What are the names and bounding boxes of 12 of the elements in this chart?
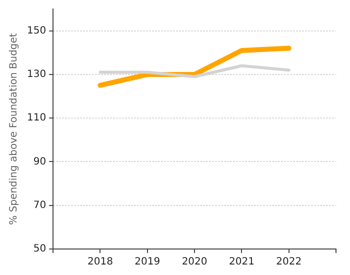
- y-tick-label: 150: [26, 25, 46, 36]
- y-tick-label: 110: [26, 112, 46, 124]
- x-tick-label: 2018: [88, 256, 113, 268]
- y-tick-label: 70: [33, 200, 46, 211]
- x-tick-label: 2020: [182, 256, 208, 268]
- y-tick-label: 90: [33, 156, 46, 168]
- x-tick-label: 2021: [228, 256, 254, 268]
- y-tick-label: 50: [33, 244, 46, 255]
- y-tick-label: 130: [26, 69, 46, 80]
- x-tick-label: 2022: [276, 256, 302, 268]
- y-axis-title: % Spending above Foundation Budget: [8, 33, 20, 225]
- x-tick-label: 2019: [134, 256, 160, 268]
